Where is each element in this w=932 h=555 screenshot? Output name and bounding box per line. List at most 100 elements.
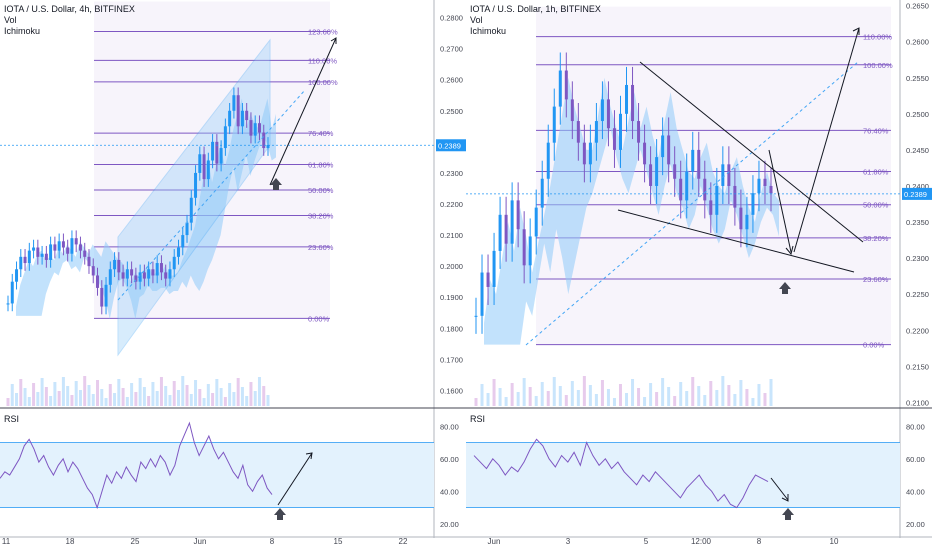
volume-bar (23, 388, 27, 406)
volume-bar (134, 392, 138, 406)
fib-label: 100.00% (863, 61, 893, 70)
price-tick-label: 0.2100 (906, 398, 929, 407)
price-tick-label: 0.2500 (906, 110, 929, 119)
price-tick-label: 0.2200 (440, 200, 463, 209)
price-tick-label: 0.2600 (906, 38, 929, 47)
dashed-trendline (525, 61, 859, 346)
candle-body (125, 269, 129, 279)
up-arrow-marker (270, 178, 282, 190)
volume-bar (100, 389, 104, 406)
volume-bar (206, 384, 210, 406)
fib-label: 50.00% (308, 186, 334, 195)
volume-bar (159, 377, 163, 406)
volume-bar (96, 380, 100, 406)
volume-bar (249, 382, 253, 406)
volume-bar (709, 381, 713, 406)
candle-body (121, 272, 125, 279)
candle-body (534, 207, 538, 237)
candle-body (23, 256, 27, 264)
candle-body (643, 142, 647, 165)
candle-body (15, 269, 19, 282)
time-tick-label: 15 (334, 537, 343, 546)
price-tick-label: 0.1800 (440, 324, 463, 333)
price-tick-label: 0.2800 (440, 14, 463, 23)
candle-body (32, 247, 36, 251)
volume-bar (155, 391, 159, 406)
candle-body (142, 272, 146, 279)
candle-body (74, 238, 78, 245)
fib-label: 38.20% (308, 211, 334, 220)
fib-label: 123.60% (308, 28, 338, 37)
time-tick-label: 8 (757, 537, 762, 546)
candle-body (232, 95, 236, 111)
candle-body (631, 84, 635, 122)
candle-body (6, 303, 10, 305)
volume-bar (637, 388, 641, 406)
rsi-projection-arrow (277, 452, 313, 506)
volume-bar (697, 386, 701, 406)
volume-bar (673, 396, 677, 406)
projection-arrow (793, 27, 860, 253)
volume-bar (498, 388, 502, 406)
candle-body (66, 247, 70, 254)
time-tick-label: 12:00 (691, 537, 712, 546)
candle-body (91, 266, 95, 276)
indicator-ichimoku-left: Ichimoku (4, 26, 41, 36)
volume-bar (151, 382, 155, 406)
volume-bar (181, 376, 185, 406)
volume-bar (232, 392, 236, 406)
price-tick-label: 0.2200 (906, 326, 929, 335)
volume-bar (194, 380, 198, 406)
volume-bar (600, 380, 604, 406)
price-tick-label: 0.2400 (906, 182, 929, 191)
candle-body (691, 149, 695, 172)
volume-bar (198, 389, 202, 406)
volume-bar (715, 390, 719, 406)
current-price-text: 0.2389 (904, 190, 927, 199)
ichimoku-cloud (16, 98, 276, 319)
volume-bar (172, 381, 176, 406)
volume-bar (219, 388, 223, 406)
time-tick-label: 22 (399, 537, 408, 546)
volume-bar (113, 393, 117, 406)
chart-svg-left[interactable]: 123.60%110.00%100.00%76.40%61.80%50.00%3… (0, 0, 466, 550)
candle-body (703, 178, 707, 201)
volume-bar (504, 397, 508, 406)
candle-body (510, 200, 514, 244)
rsi-label-right: RSI (470, 414, 486, 424)
rsi-tick-label: 80.00 (906, 422, 925, 431)
current-price-text: 0.2389 (438, 141, 461, 150)
volume-bar (19, 379, 23, 406)
volume-bar (757, 384, 761, 406)
price-tick-label: 0.2150 (906, 362, 929, 371)
candle-body (266, 144, 270, 149)
volume-bar (215, 379, 219, 406)
projection-arrow (269, 37, 337, 186)
candle-body (181, 235, 185, 248)
drawing-line (617, 209, 855, 273)
candle-body (667, 135, 671, 165)
fib-label: 0.00% (863, 341, 885, 350)
volume-bar (552, 377, 556, 406)
chart-svg-right[interactable]: 110.00%100.00%76.40%61.80%50.00%38.20%23… (466, 0, 932, 550)
fib-label: 0.00% (308, 314, 330, 323)
candle-body (113, 259, 117, 270)
time-tick-label: Jun (488, 537, 501, 546)
volume-bar (691, 377, 695, 406)
volume-bar (540, 382, 544, 406)
fib-label: 100.00% (308, 78, 338, 87)
indicator-vol-right: Vol (470, 15, 483, 25)
candle-body (685, 171, 689, 201)
volume-bar (49, 396, 53, 406)
volume-bar (53, 382, 57, 406)
fib-label: 23.60% (863, 275, 889, 284)
rsi-tick-label: 20.00 (440, 520, 459, 529)
candle-body (215, 141, 219, 164)
projection-arrow (785, 245, 794, 256)
candle-body (211, 141, 215, 161)
volume-bar (130, 383, 134, 406)
volume-bar (104, 398, 108, 406)
candle-body (582, 142, 586, 165)
rsi-tick-label: 80.00 (440, 422, 459, 431)
